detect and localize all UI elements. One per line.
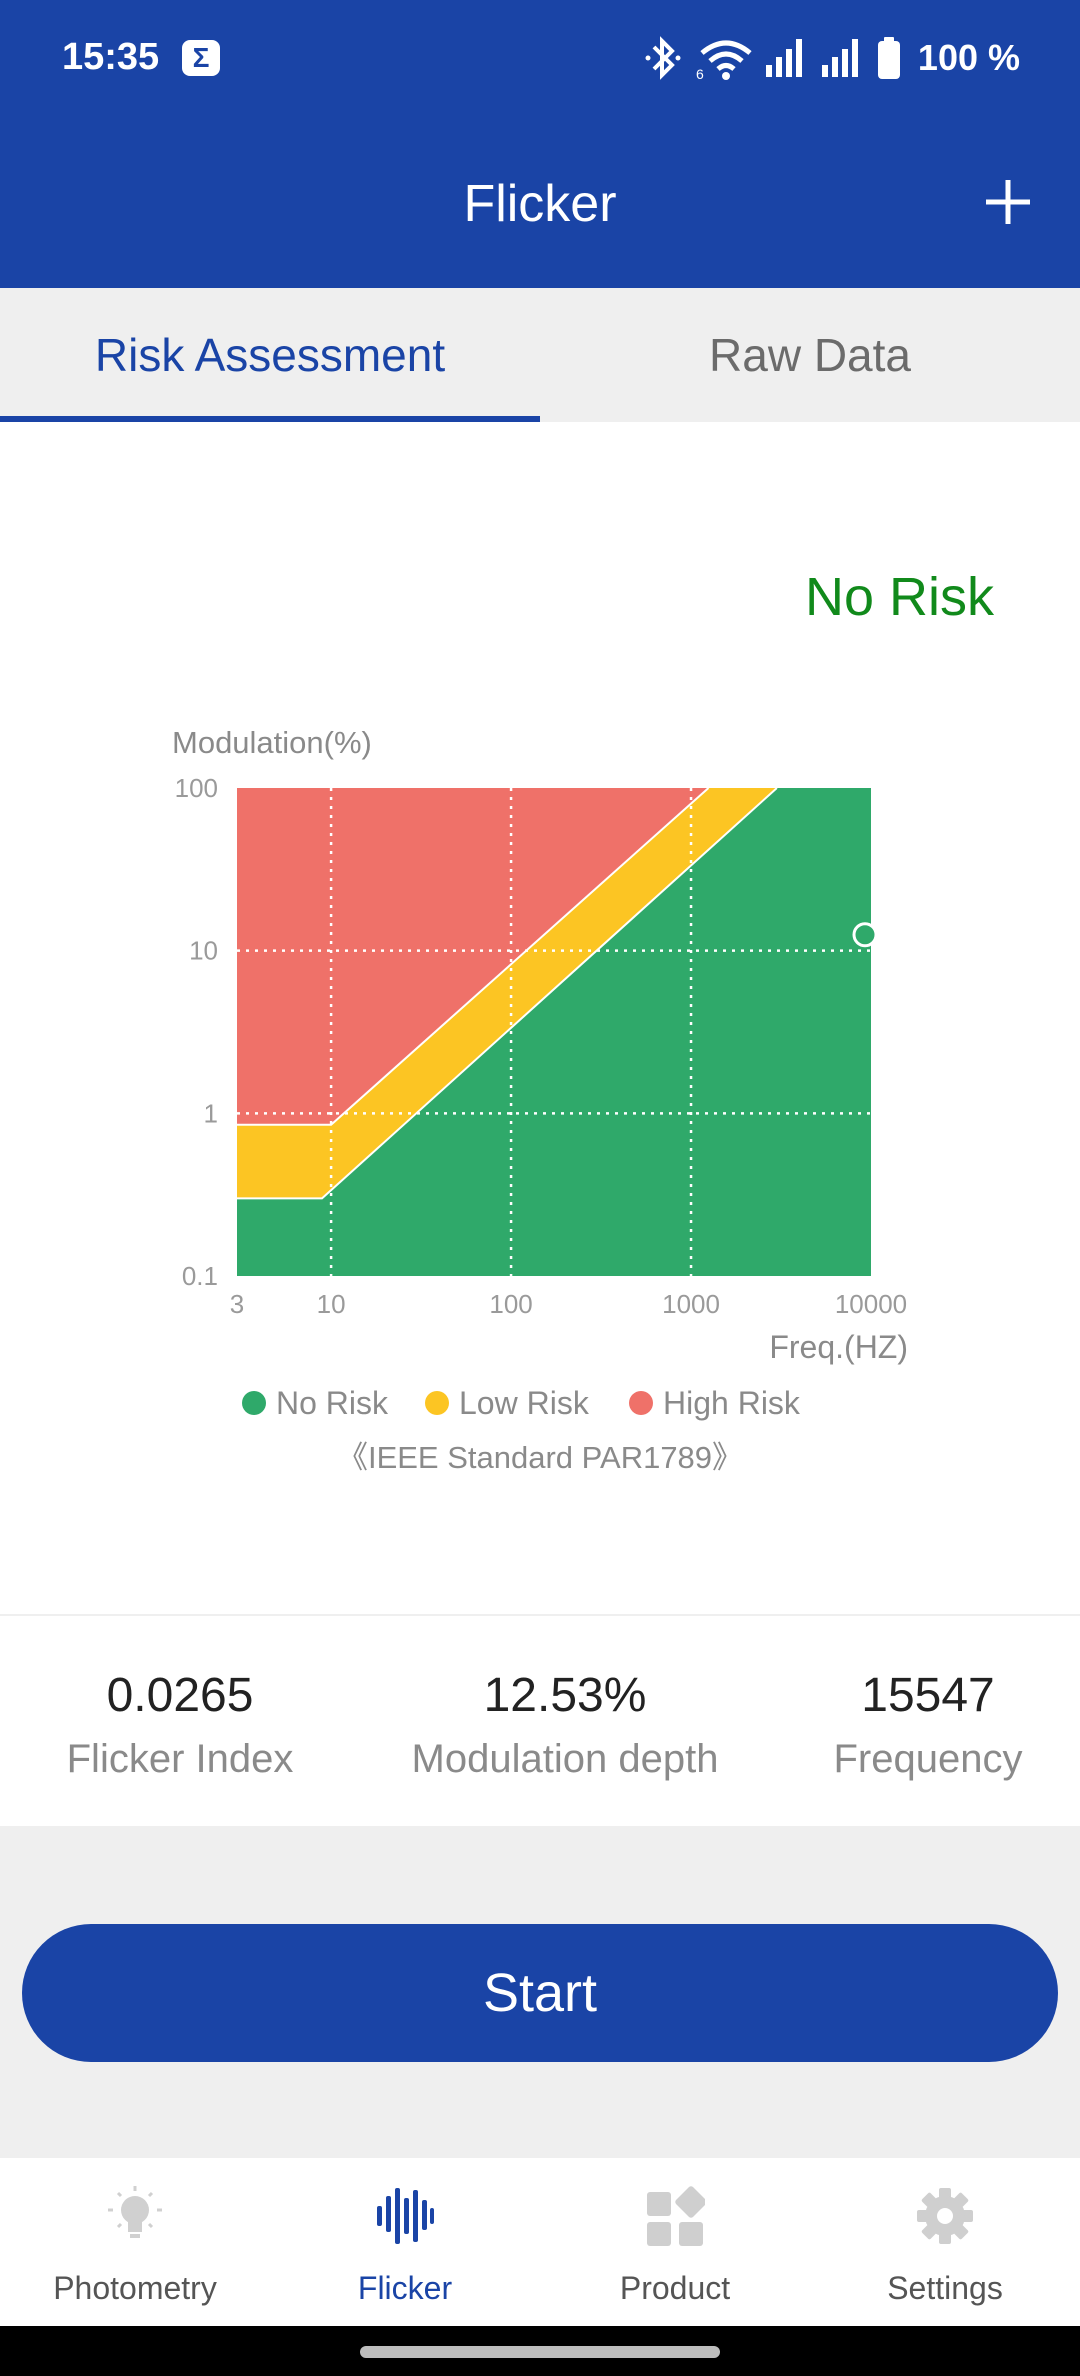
notification-icon: Σ [182,40,220,76]
x-tick-label: 10000 [835,1289,907,1319]
legend-marker-high-risk [629,1391,653,1415]
waveform-icon [377,2188,434,2244]
y-tick-label: 10 [189,936,218,966]
standard-note: 《IEEE Standard PAR1789》 [337,1440,743,1475]
boundary-no-risk [237,787,778,1200]
battery-level: 100 % [917,37,1020,78]
bluetooth-icon [645,36,681,80]
x-tick-label: 3 [230,1289,244,1319]
stat-value: 12.53% [483,1669,647,1722]
status-icons: 6 100 % [644,30,1020,86]
stat-value: 0.0265 [106,1669,254,1722]
y-tick-label: 0.1 [182,1261,218,1291]
start-button[interactable]: Start [22,1924,1058,2062]
tab-risk-assessment[interactable]: Risk Assessment [94,329,446,381]
bottom-navigation: Photometry Flicker Product [0,2158,1080,2326]
wifi-icon: 6 [696,40,752,81]
region-no-risk [237,788,871,1276]
nav-item-product[interactable]: Product [540,2158,810,2326]
grid-icon [647,2186,705,2246]
x-tick-label: 10 [317,1289,346,1319]
tab-bar: Risk Assessment Raw Data [0,288,1080,422]
app-bar: Flicker [0,118,1080,288]
stat-label: Flicker Index [66,1737,294,1781]
boundary-low-risk [237,787,710,1126]
gear-icon [917,2188,973,2244]
plus-icon [986,180,1030,224]
stats-panel: 0.0265 Flicker Index 12.53% Modulation d… [0,1616,1080,1826]
page-title: Flicker [463,175,617,233]
stat-flicker-index: 0.0265 Flicker Index [30,1668,330,1782]
battery-icon [877,37,900,79]
home-handle[interactable] [360,2346,720,2358]
legend-label-high-risk: High Risk [663,1385,801,1421]
tab-raw-data[interactable]: Raw Data [709,329,911,381]
tab-indicator [0,416,540,422]
legend-label-low-risk: Low Risk [459,1385,590,1421]
risk-panel: No Risk Modulation(%) 100 10 1 0.1 3 10 100 10… [0,422,1080,1614]
nav-label: Flicker [357,2270,453,2306]
nav-label: Photometry [53,2270,217,2306]
legend-marker-no-risk [242,1391,266,1415]
risk-result: No Risk [804,567,994,627]
stat-label: Modulation depth [411,1737,719,1781]
x-tick-label: 1000 [662,1289,720,1319]
nav-label: Product [619,2270,731,2306]
signal-icon [765,39,802,77]
y-axis-label: Modulation(%) [172,725,372,760]
legend-label-no-risk: No Risk [276,1385,389,1421]
add-button[interactable] [976,170,1040,234]
nav-item-settings[interactable]: Settings [810,2158,1080,2326]
y-tick-label: 100 [175,773,218,803]
nav-label: Settings [887,2270,1003,2306]
stat-value: 15547 [861,1669,995,1722]
bulb-icon [108,2186,162,2238]
legend-marker-low-risk [425,1391,449,1415]
stat-label: Frequency [833,1737,1023,1781]
nav-item-photometry[interactable]: Photometry [0,2158,270,2326]
stat-modulation-depth: 12.53% Modulation depth [390,1668,740,1782]
signal-icon-2 [821,39,858,77]
status-time: 15:35 [62,36,160,78]
y-tick-label: 1 [204,1098,218,1128]
gesture-bar [0,2326,1080,2376]
nav-item-flicker[interactable]: Flicker [270,2158,540,2326]
status-bar: 15:35 Σ 6 100 % [0,0,1080,118]
x-tick-label: 100 [489,1289,532,1319]
measurement-point [852,922,878,948]
stat-frequency: 15547 Frequency [800,1668,1056,1782]
svg-text:6: 6 [696,66,704,81]
x-axis-label: Freq.(HZ) [769,1329,908,1365]
